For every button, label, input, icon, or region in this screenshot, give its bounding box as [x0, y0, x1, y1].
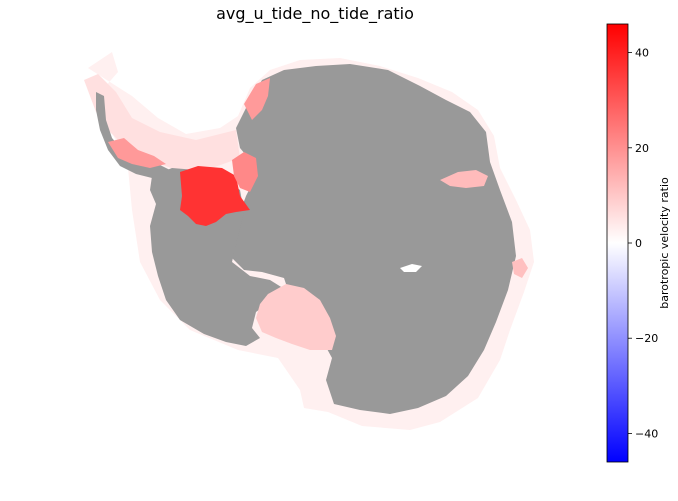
colorbar-tick-label: 0 — [635, 237, 642, 250]
colorbar-ticks: 40 20 0 −20 −40 — [628, 47, 658, 440]
maud-coast-region — [244, 78, 270, 120]
shackleton-shelf — [512, 258, 528, 278]
colorbar-label: barotropic velocity ratio — [658, 177, 671, 309]
colorbar-tick-label: 20 — [635, 142, 649, 155]
antarctica-map — [84, 52, 534, 430]
weddell-region — [84, 74, 240, 170]
amery-shelf — [440, 170, 488, 188]
land-peninsula — [96, 92, 170, 178]
vostok-feature — [400, 264, 422, 272]
colorbar-tick-label: 40 — [635, 47, 649, 60]
berkner-region — [232, 152, 258, 192]
colorbar-tick-label: −40 — [635, 427, 658, 440]
colorbar-tick-label: −20 — [635, 332, 658, 345]
plot-title: avg_u_tide_no_tide_ratio — [216, 4, 414, 23]
ross-ice-shelf — [256, 284, 336, 350]
larsen-shelf — [108, 138, 166, 168]
colorbar-gradient — [606, 23, 629, 463]
ronne-filchner-shelf — [180, 166, 250, 226]
land-east — [232, 64, 516, 414]
